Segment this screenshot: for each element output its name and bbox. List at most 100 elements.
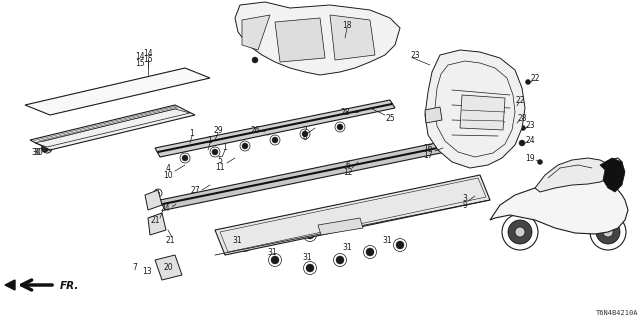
Circle shape	[307, 29, 313, 35]
Circle shape	[265, 129, 271, 135]
Polygon shape	[460, 95, 505, 130]
Circle shape	[282, 27, 288, 33]
Text: 30: 30	[33, 148, 43, 156]
Polygon shape	[275, 18, 325, 62]
Circle shape	[497, 62, 502, 68]
Polygon shape	[155, 100, 395, 157]
Text: 28: 28	[517, 114, 527, 123]
Polygon shape	[30, 105, 195, 150]
Text: 16: 16	[423, 143, 433, 153]
Text: 13: 13	[142, 268, 152, 276]
Circle shape	[513, 102, 518, 108]
Text: 14: 14	[143, 49, 153, 58]
Polygon shape	[160, 138, 465, 210]
Text: 24: 24	[160, 204, 170, 212]
Circle shape	[442, 69, 447, 75]
Text: 22: 22	[515, 95, 525, 105]
Polygon shape	[330, 15, 375, 60]
Text: 31: 31	[382, 236, 392, 244]
Text: 15: 15	[143, 54, 153, 63]
Text: 31: 31	[267, 247, 277, 257]
Circle shape	[377, 47, 383, 53]
Circle shape	[538, 159, 543, 164]
Text: 21: 21	[165, 236, 175, 244]
Text: 22: 22	[531, 74, 540, 83]
Circle shape	[513, 98, 518, 102]
Circle shape	[42, 145, 49, 151]
Text: 26: 26	[250, 125, 260, 134]
Text: 11: 11	[215, 163, 225, 172]
Polygon shape	[215, 175, 490, 255]
Text: 14: 14	[135, 52, 145, 60]
Circle shape	[337, 25, 343, 31]
Circle shape	[337, 124, 343, 130]
Text: 17: 17	[423, 150, 433, 159]
Circle shape	[302, 131, 308, 137]
Text: 3: 3	[463, 194, 467, 203]
Polygon shape	[235, 2, 400, 75]
Circle shape	[520, 125, 525, 131]
Text: 9: 9	[463, 201, 467, 210]
Text: 6: 6	[346, 161, 351, 170]
Circle shape	[525, 79, 531, 84]
Text: 7: 7	[132, 263, 138, 273]
Text: 12: 12	[343, 167, 353, 177]
Text: 2: 2	[303, 125, 307, 134]
Text: 31: 31	[302, 252, 312, 261]
Polygon shape	[425, 107, 442, 123]
Circle shape	[157, 191, 159, 195]
Text: 31: 31	[232, 236, 242, 244]
Polygon shape	[242, 15, 270, 50]
Polygon shape	[425, 50, 525, 168]
Text: 21: 21	[150, 215, 160, 225]
Circle shape	[590, 214, 626, 250]
Text: 18: 18	[342, 20, 352, 29]
Circle shape	[182, 155, 188, 161]
Circle shape	[272, 137, 278, 143]
Circle shape	[431, 117, 436, 123]
Text: 27: 27	[190, 186, 200, 195]
Circle shape	[358, 109, 362, 115]
Text: 10: 10	[163, 171, 173, 180]
Polygon shape	[5, 280, 15, 290]
Circle shape	[247, 32, 253, 38]
Polygon shape	[25, 68, 210, 115]
Circle shape	[508, 220, 532, 244]
Circle shape	[242, 143, 248, 149]
Text: 5: 5	[218, 156, 223, 164]
Circle shape	[365, 32, 371, 38]
Polygon shape	[600, 158, 625, 192]
Text: 4: 4	[166, 164, 170, 172]
Circle shape	[212, 149, 218, 155]
Polygon shape	[490, 158, 628, 234]
Text: 25: 25	[385, 114, 395, 123]
Circle shape	[252, 57, 258, 63]
Circle shape	[396, 241, 404, 249]
Text: 31: 31	[342, 243, 352, 252]
Circle shape	[519, 140, 525, 146]
Circle shape	[337, 59, 343, 65]
Text: 15: 15	[135, 59, 145, 68]
Circle shape	[306, 264, 314, 272]
Polygon shape	[535, 158, 615, 192]
Text: 19: 19	[525, 154, 535, 163]
Circle shape	[366, 248, 374, 256]
Circle shape	[175, 198, 182, 205]
Circle shape	[596, 220, 620, 244]
Circle shape	[292, 55, 298, 61]
Circle shape	[502, 214, 538, 250]
Text: 23: 23	[410, 51, 420, 60]
Text: 24: 24	[525, 135, 535, 145]
Circle shape	[336, 256, 344, 264]
Polygon shape	[318, 218, 363, 235]
Text: 8: 8	[303, 132, 307, 141]
Circle shape	[458, 156, 463, 161]
Circle shape	[241, 241, 249, 249]
Circle shape	[603, 227, 613, 237]
Text: 20: 20	[163, 263, 173, 273]
Circle shape	[513, 119, 518, 124]
Text: FR.: FR.	[60, 281, 79, 291]
Circle shape	[488, 157, 493, 163]
Text: 29: 29	[213, 125, 223, 134]
Text: 23: 23	[525, 121, 535, 130]
